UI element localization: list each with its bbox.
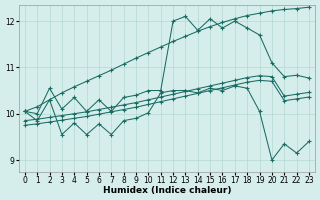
X-axis label: Humidex (Indice chaleur): Humidex (Indice chaleur) (103, 186, 231, 195)
